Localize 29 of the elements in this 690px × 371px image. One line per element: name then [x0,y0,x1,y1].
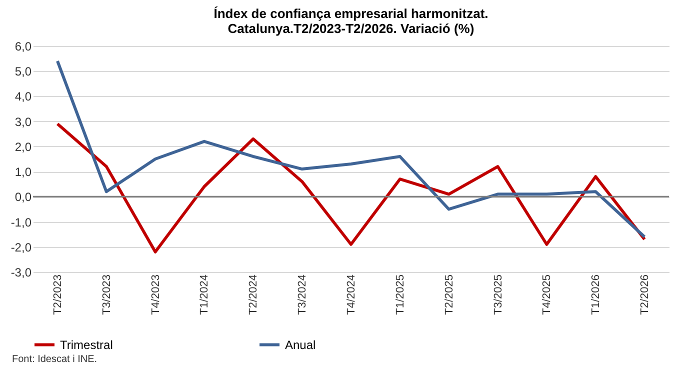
x-tick-label: T1/2025 [394,274,406,315]
x-tick-label: T2/2024 [248,274,260,315]
y-tick-label: 5,0 [14,64,32,79]
y-tick-label: -3,0 [10,266,32,280]
x-tick-label: T3/2024 [296,274,309,315]
chart-title: Índex de confiança empresarial harmonitzat. Catalunya.T2/2023-T2/2026. Variació (%) [214,6,488,36]
y-tick-label: 4,0 [14,90,32,104]
line-series [56,122,646,254]
x-tick-label: T2/2023 [52,274,64,315]
x-tick-label: T1/2026 [590,274,602,315]
y-tick-label: 1,0 [14,165,32,180]
y-tick-label: -2,0 [10,240,32,254]
x-tick-label: T4/2025 [541,274,554,315]
x-tick-label: T2/2025 [443,274,456,315]
y-tick-label: -1,0 [10,215,32,230]
y-tick-label: 0,0 [14,190,32,204]
x-tick-label: T3/2025 [492,274,504,315]
x-tick-label: T4/2024 [346,274,358,315]
legend-label: Trimestral [60,338,113,352]
text: Font: Idescat i INE. [12,354,98,365]
x-tick-label: T1/2024 [198,274,211,315]
x-tick-label: T4/2023 [150,274,162,315]
y-tick-label: 6,0 [14,40,32,54]
y-tick-label: 2,0 [14,140,32,154]
line-series [56,60,646,238]
x-tick-label: T2/2026 [639,274,652,315]
y-tick-label: 3,0 [14,114,32,129]
x-tick-label: T3/2023 [100,274,113,315]
legend-label: Anual [285,338,316,352]
